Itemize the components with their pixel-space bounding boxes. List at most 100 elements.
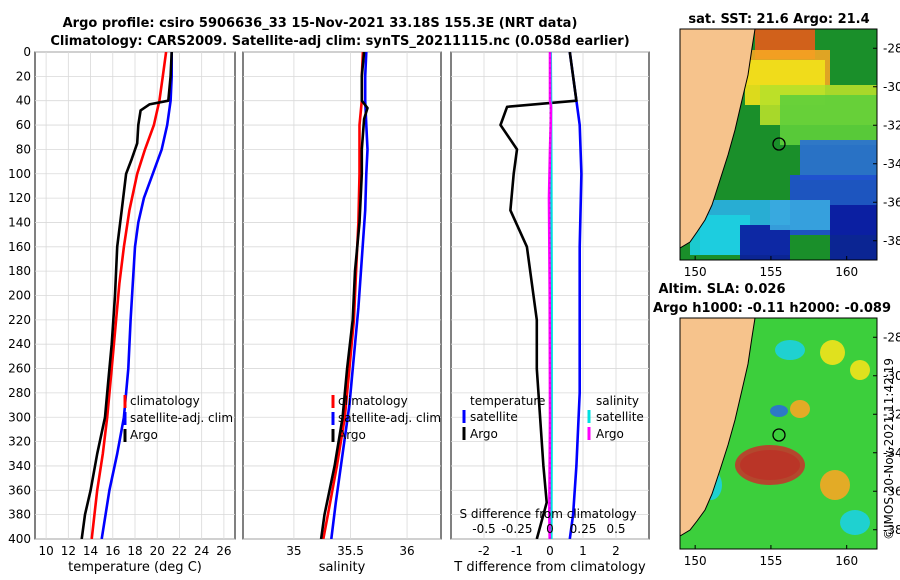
depth-tick-label: 320 (8, 435, 31, 449)
temperature-legend: climatology satellite-adj. clim Argo (123, 394, 233, 442)
salinity-grid (243, 51, 441, 540)
x-tick-label: 0 (546, 544, 554, 558)
depth-tick-label: 220 (8, 313, 31, 327)
sst-field-patch (740, 225, 790, 260)
sst-map: sat. SST: 21.6 Argo: 21.4 150 155 160 -28 -3… (679, 12, 900, 279)
map-x-tick: 160 (835, 265, 858, 279)
sla-field-patch (820, 340, 845, 365)
sst-argo-marker (772, 137, 786, 151)
x-tick-label: 18 (127, 544, 142, 558)
legend-satellite-adj: satellite-adj. clim (130, 411, 233, 425)
series-line (90, 52, 168, 539)
temperature-grid (35, 51, 235, 540)
depth-tick-label: 380 (8, 508, 31, 522)
depth-tick-label: 400 (8, 532, 31, 546)
series-line (100, 52, 173, 539)
legend-climatology: climatology (130, 394, 200, 408)
sla-field-patch (850, 360, 870, 380)
temperature-xticks: 10 12 14 16 18 20 22 24 26 (38, 544, 231, 558)
legend-temperature-title: temperature (470, 394, 545, 408)
series-line (319, 52, 369, 539)
salinity-legend: climatology satellite-adj. clim Argo (331, 394, 441, 442)
sst-land (679, 28, 756, 249)
temperature-xlabel: temperature (deg C) (68, 560, 202, 575)
sla-field-patch (735, 445, 805, 485)
x-tick-label: 2 (612, 544, 620, 558)
s-tick-label: 0.5 (606, 522, 625, 536)
depth-tick-label: 60 (16, 118, 31, 132)
sla-map-title1: Altim. SLA: 0.026 (659, 282, 786, 297)
map-y-tick: -32 (883, 118, 900, 132)
imos-footer: ©IMOS 20-Nov-2021 11:42:19 (882, 358, 896, 540)
x-tick-label: 20 (150, 544, 165, 558)
map-y-tick: -32 (883, 407, 900, 421)
x-tick-label: 36 (399, 544, 414, 558)
map-x-tick: 155 (759, 554, 782, 568)
title-line1: Argo profile: csiro 5906636_33 15-Nov-20… (63, 16, 578, 31)
x-tick-label: 22 (172, 544, 187, 558)
depth-tick-label: 200 (8, 289, 31, 303)
x-tick-label: 10 (38, 544, 53, 558)
sst-field-patch (770, 200, 830, 230)
series-line (499, 52, 578, 539)
map-y-tick: -28 (883, 41, 900, 55)
map-y-tick: -36 (883, 195, 900, 209)
sla-field-patch (790, 400, 810, 418)
salinity-xticks: 35 35.5 36 (286, 544, 414, 558)
legend-temp-satellite: satellite (470, 410, 518, 424)
depth-tick-label: 0 (23, 45, 31, 59)
legend-argo-s: Argo (338, 428, 366, 442)
x-tick-label: 35 (286, 544, 301, 558)
depth-tick-label: 120 (8, 191, 31, 205)
map-x-tick: 150 (684, 554, 707, 568)
legend-temp-argo: Argo (470, 427, 498, 441)
depth-tick-label: 180 (8, 264, 31, 278)
sst-field-patch (830, 205, 877, 260)
x-tick-label: 12 (61, 544, 76, 558)
map-y-tick: -30 (883, 80, 900, 94)
legend-satellite-adj-s: satellite-adj. clim (338, 411, 441, 425)
title-line2: Climatology: CARS2009. Satellite-adj cli… (50, 34, 629, 49)
difference-xticks: -2 -1 0 1 2 (478, 544, 620, 558)
s-difference-label: S difference from climatology (460, 507, 637, 521)
sst-field-patch (800, 140, 877, 180)
depth-tick-label: 340 (8, 459, 31, 473)
legend-sal-argo: Argo (596, 427, 624, 441)
depth-tick-label: 20 (16, 69, 31, 83)
legend-sal-satellite: satellite (596, 410, 644, 424)
temperature-panel: 0 20 40 60 80 100 120 140 160 180 200 220 240 260 280 3… (8, 45, 236, 575)
s-tick-label: -0.5 (472, 522, 495, 536)
depth-ticks: 0 20 40 60 80 100 120 140 160 180 200 220 240 260 280 3… (8, 45, 31, 546)
sla-field-patch (820, 470, 850, 500)
s-tick-label: 0.25 (570, 522, 597, 536)
s-tick-label: -0.25 (501, 522, 532, 536)
x-tick-label: 1 (579, 544, 587, 558)
map-y-tick: -28 (883, 330, 900, 344)
temperature-lines (80, 52, 173, 539)
difference-legend: temperature satellite Argo salinity sate… (462, 394, 644, 441)
s-difference-ticks: -0.5 -0.25 0 0.25 0.5 (472, 522, 625, 536)
legend-argo: Argo (130, 428, 158, 442)
salinity-lines (319, 52, 369, 539)
depth-tick-label: 40 (16, 94, 31, 108)
map-x-tick: 150 (684, 265, 707, 279)
sla-map-title2: Argo h1000: -0.11 h2000: -0.089 (653, 301, 891, 316)
sst-field-patch (780, 95, 877, 145)
sla-land (679, 317, 756, 537)
salinity-xlabel: salinity (319, 560, 366, 575)
depth-tick-label: 260 (8, 362, 31, 376)
difference-panel: -2 -1 0 1 2 T difference from climatology S … (450, 51, 650, 575)
map-y-tick: -34 (883, 446, 900, 460)
map-y-tick: -34 (883, 157, 900, 171)
salinity-panel: 35 35.5 36 salinity climatology satellite-… (242, 51, 442, 575)
map-x-tick: 160 (835, 554, 858, 568)
depth-tick-label: 240 (8, 337, 31, 351)
map-y-tick: -38 (883, 523, 900, 537)
x-tick-label: -2 (478, 544, 490, 558)
depth-tick-label: 100 (8, 167, 31, 181)
sla-field-patch (775, 340, 805, 360)
x-tick-label: 24 (194, 544, 209, 558)
map-y-tick: -30 (883, 369, 900, 383)
depth-tick-label: 160 (8, 240, 31, 254)
